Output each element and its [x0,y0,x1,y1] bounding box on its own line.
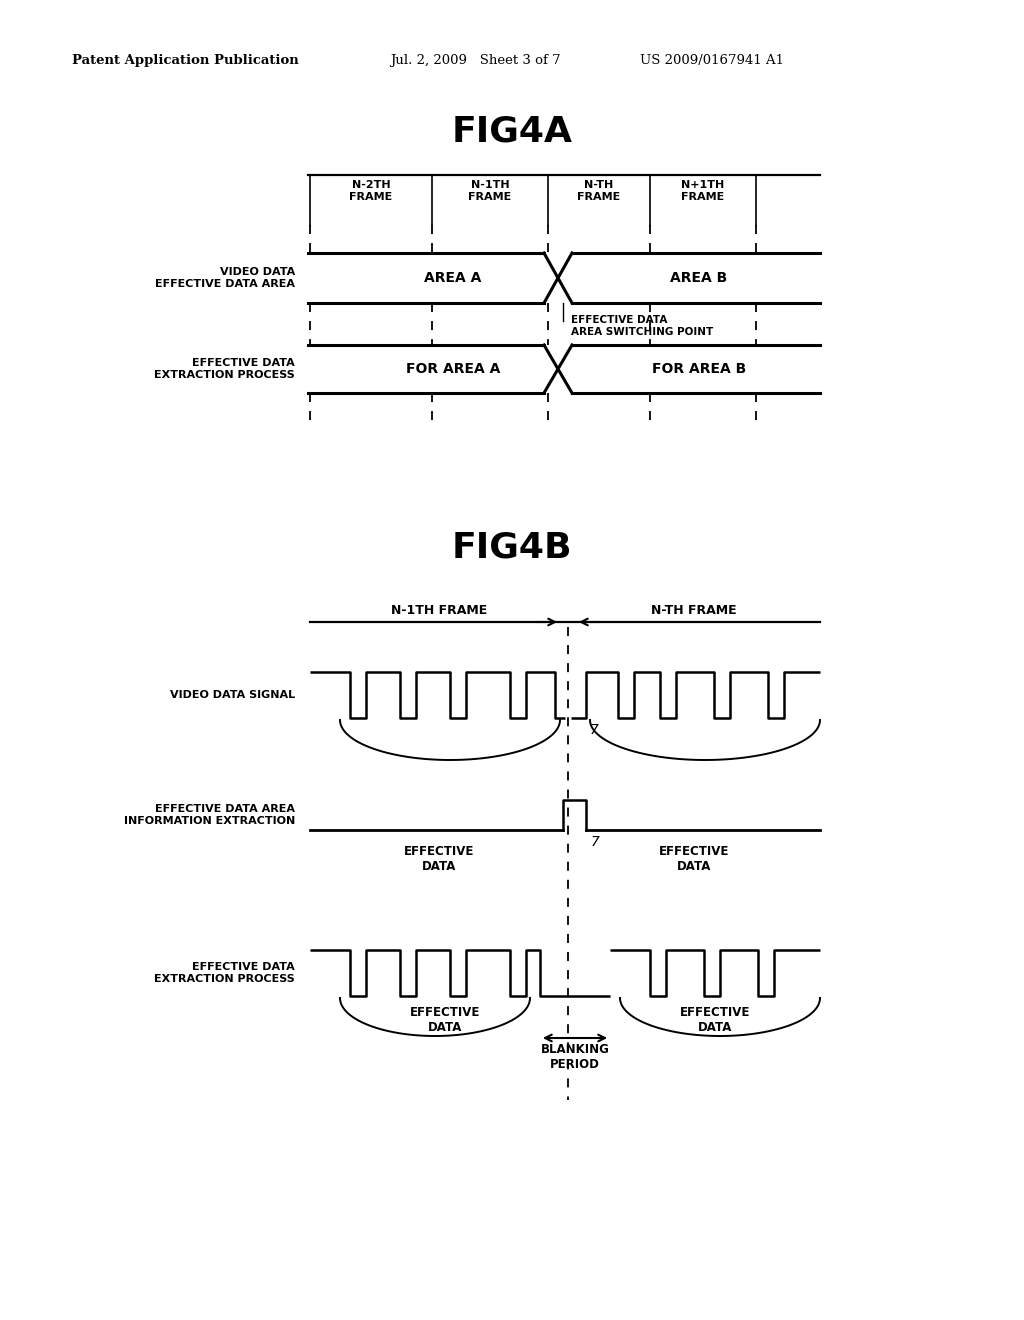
Text: FIG4B: FIG4B [452,531,572,564]
Text: BLANKING
PERIOD: BLANKING PERIOD [541,1043,609,1071]
Text: 7: 7 [590,723,599,737]
Text: EFFECTIVE
DATA: EFFECTIVE DATA [403,845,474,873]
Text: N+1TH
FRAME: N+1TH FRAME [681,180,725,202]
Text: EFFECTIVE DATA
EXTRACTION PROCESS: EFFECTIVE DATA EXTRACTION PROCESS [155,358,295,380]
Text: VIDEO DATA SIGNAL: VIDEO DATA SIGNAL [170,690,295,700]
Text: AREA A: AREA A [424,271,481,285]
Text: US 2009/0167941 A1: US 2009/0167941 A1 [640,54,784,67]
Text: N-2TH
FRAME: N-2TH FRAME [349,180,392,202]
Text: N-1TH FRAME: N-1TH FRAME [391,605,487,616]
Text: 7: 7 [591,836,600,849]
Text: N-TH
FRAME: N-TH FRAME [578,180,621,202]
Text: Jul. 2, 2009   Sheet 3 of 7: Jul. 2, 2009 Sheet 3 of 7 [390,54,560,67]
Text: EFFECTIVE
DATA: EFFECTIVE DATA [410,1006,480,1034]
Text: N-1TH
FRAME: N-1TH FRAME [468,180,512,202]
Text: VIDEO DATA
EFFECTIVE DATA AREA: VIDEO DATA EFFECTIVE DATA AREA [155,267,295,289]
Text: AREA B: AREA B [671,271,728,285]
Text: EFFECTIVE DATA
AREA SWITCHING POINT: EFFECTIVE DATA AREA SWITCHING POINT [571,315,714,337]
Text: Patent Application Publication: Patent Application Publication [72,54,299,67]
Text: N-TH FRAME: N-TH FRAME [651,605,737,616]
Text: FOR AREA B: FOR AREA B [652,362,746,376]
Text: FIG4A: FIG4A [452,115,572,149]
Text: FOR AREA A: FOR AREA A [406,362,500,376]
Text: EFFECTIVE DATA AREA
INFORMATION EXTRACTION: EFFECTIVE DATA AREA INFORMATION EXTRACTI… [124,804,295,826]
Text: EFFECTIVE DATA
EXTRACTION PROCESS: EFFECTIVE DATA EXTRACTION PROCESS [155,962,295,983]
Text: EFFECTIVE
DATA: EFFECTIVE DATA [658,845,729,873]
Text: EFFECTIVE
DATA: EFFECTIVE DATA [680,1006,751,1034]
